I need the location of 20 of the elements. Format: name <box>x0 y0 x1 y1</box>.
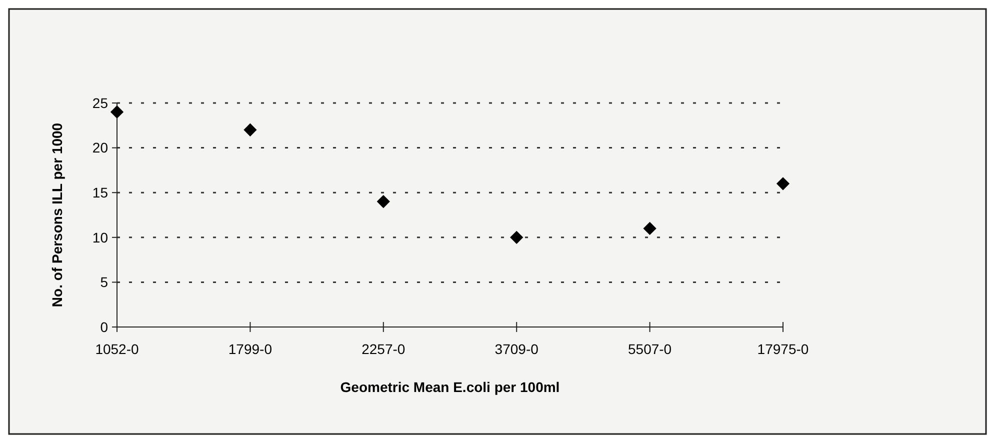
point <box>244 123 257 136</box>
y-tick-label: 10 <box>92 229 108 246</box>
point <box>510 230 524 244</box>
x-tick-label: 17975-0 <box>757 341 809 357</box>
point <box>776 177 790 190</box>
x-tick-label: 2257-0 <box>362 341 406 357</box>
y-tick-label: 5 <box>100 274 108 290</box>
y-tick-label: 25 <box>92 94 108 111</box>
y-tick-label: 0 <box>100 318 108 335</box>
y-axis-title: No. of Persons ILL per 1000 <box>49 122 65 308</box>
x-tick-label: 3709-0 <box>494 341 539 357</box>
x-axis-title: Geometric Mean E.coli per 100ml <box>340 379 560 395</box>
point <box>376 194 390 208</box>
x-tick-label: 5507-0 <box>628 341 672 357</box>
y-tick-label: 20 <box>92 140 108 156</box>
point <box>110 105 124 119</box>
y-tick-label: 15 <box>92 184 108 200</box>
point <box>643 222 656 236</box>
x-tick-label: 1799-0 <box>228 341 272 357</box>
x-tick-label: 1052-0 <box>95 341 140 357</box>
